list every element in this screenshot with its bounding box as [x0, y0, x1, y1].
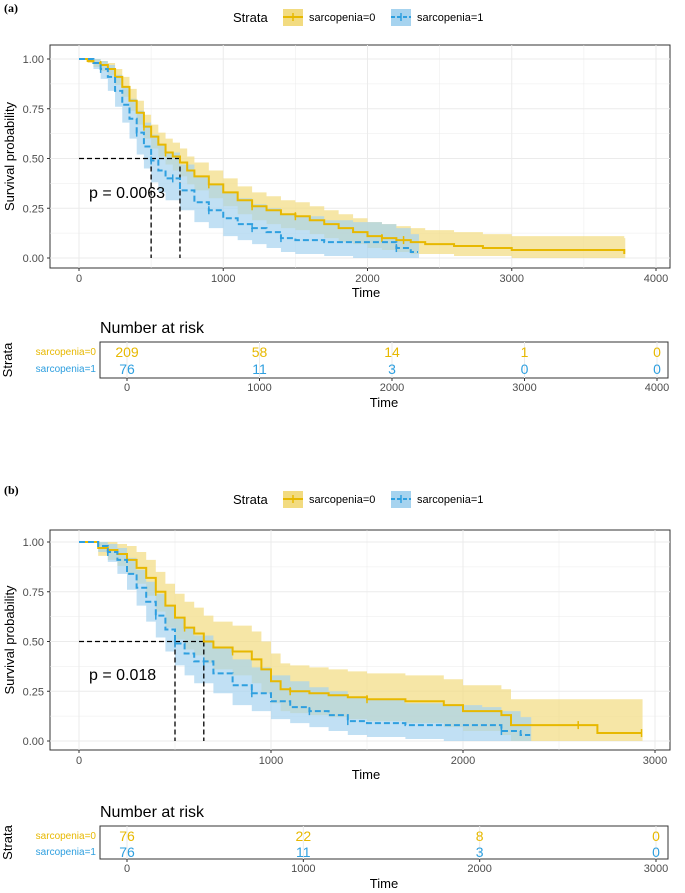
risk-count: 0: [653, 361, 661, 377]
confidence-band-sarcopenia=0: [79, 542, 643, 741]
risk-x-tick-label: 0: [124, 863, 130, 875]
legend-label: sarcopenia=1: [417, 494, 483, 506]
risk-count: 3: [388, 361, 396, 377]
x-tick-label: 4000: [644, 273, 668, 285]
p-value: p = 0.0063: [89, 185, 165, 202]
survival-curve-sarcopenia=1: [79, 58, 418, 254]
y-tick-label: 0.00: [23, 253, 44, 265]
risk-table-title: Number at risk: [100, 320, 205, 337]
risk-count: 14: [384, 344, 400, 360]
y-tick-label: 0.00: [23, 736, 44, 748]
risk-count: 76: [119, 844, 135, 860]
y-tick-label: 1.00: [23, 54, 44, 66]
survival-curve-sarcopenia=0: [79, 58, 626, 255]
risk-count: 3: [476, 844, 484, 860]
risk-count: 58: [252, 344, 268, 360]
risk-count: 76: [119, 828, 135, 844]
legend-title: Strata: [233, 492, 268, 507]
x-tick-label: 2000: [355, 273, 379, 285]
risk-table-panel: [99, 825, 669, 860]
p-value: p = 0.018: [89, 667, 156, 684]
risk-count: 1: [521, 344, 529, 360]
risk-x-tick-label: 2000: [467, 863, 491, 875]
survival-panel-b: (b) Strata sarcopenia=0 sarcopenia=1 p = 0.0…: [0, 483, 671, 891]
y-tick-label: 0.25: [23, 203, 44, 215]
y-tick-label: 0.75: [23, 104, 44, 116]
x-tick-label: 0: [76, 273, 82, 285]
y-tick-label: 0.75: [23, 587, 44, 599]
risk-x-axis-title: Time: [370, 876, 398, 891]
y-axis-title: Survival probability: [2, 585, 17, 695]
risk-count: 11: [296, 844, 311, 860]
legend-title: Strata: [233, 10, 268, 25]
x-tick-label: 3000: [500, 273, 524, 285]
risk-x-tick-label: 1000: [247, 382, 271, 394]
risk-x-axis-title: Time: [370, 395, 398, 410]
y-tick-label: 0.25: [23, 686, 44, 698]
risk-x-tick-label: 3000: [512, 382, 536, 394]
x-axis-title: Time: [352, 767, 380, 782]
legend: Strata sarcopenia=0 sarcopenia=1: [233, 9, 483, 26]
strata-label: sarcopenia=1: [36, 364, 97, 375]
panel-label: (b): [4, 483, 19, 497]
x-tick-label: 0: [76, 755, 82, 767]
legend-label: sarcopenia=1: [417, 12, 483, 24]
panel-label: (a): [4, 1, 18, 15]
risk-x-tick-label: 1000: [291, 863, 315, 875]
risk-x-tick-label: 3000: [644, 863, 668, 875]
risk-x-tick-label: 2000: [380, 382, 404, 394]
x-tick-label: 1000: [211, 273, 235, 285]
risk-count: 209: [115, 344, 139, 360]
x-tick-label: 2000: [451, 755, 475, 767]
legend-label: sarcopenia=0: [309, 12, 375, 24]
legend: Strata sarcopenia=0 sarcopenia=1: [233, 491, 483, 508]
strata-label: sarcopenia=0: [36, 347, 97, 358]
y-tick-label: 0.50: [23, 154, 44, 166]
risk-strata-title: Strata: [0, 824, 15, 859]
risk-count: 11: [252, 361, 267, 377]
x-axis-title: Time: [352, 285, 380, 300]
median-lines: [79, 157, 181, 258]
risk-count: 22: [296, 828, 312, 844]
risk-count: 8: [476, 828, 484, 844]
strata-label: sarcopenia=0: [36, 831, 97, 842]
risk-count: 76: [119, 361, 135, 377]
y-tick-label: 0.50: [23, 637, 44, 649]
legend-label: sarcopenia=0: [309, 494, 375, 506]
risk-count: 0: [653, 344, 661, 360]
y-tick-label: 1.00: [23, 537, 44, 549]
risk-x-tick-label: 0: [124, 382, 130, 394]
strata-label: sarcopenia=1: [36, 847, 97, 858]
risk-strata-title: Strata: [0, 342, 15, 377]
y-axis-title: Survival probability: [2, 101, 17, 211]
risk-table-panel: [99, 341, 669, 379]
survival-curve-sarcopenia=1: [79, 541, 531, 737]
risk-count: 0: [521, 361, 529, 377]
confidence-band-sarcopenia=0: [79, 59, 626, 258]
x-tick-label: 1000: [259, 755, 283, 767]
risk-count: 0: [652, 844, 660, 860]
risk-table-title: Number at risk: [100, 804, 205, 821]
risk-x-tick-label: 4000: [645, 382, 669, 394]
x-tick-label: 3000: [643, 755, 667, 767]
survival-panel-a: (a) Strata sarcopenia=0 sarcopenia=1 p = 0.0…: [0, 1, 671, 410]
risk-count: 0: [652, 828, 660, 844]
survival-curve-sarcopenia=0: [79, 541, 642, 735]
